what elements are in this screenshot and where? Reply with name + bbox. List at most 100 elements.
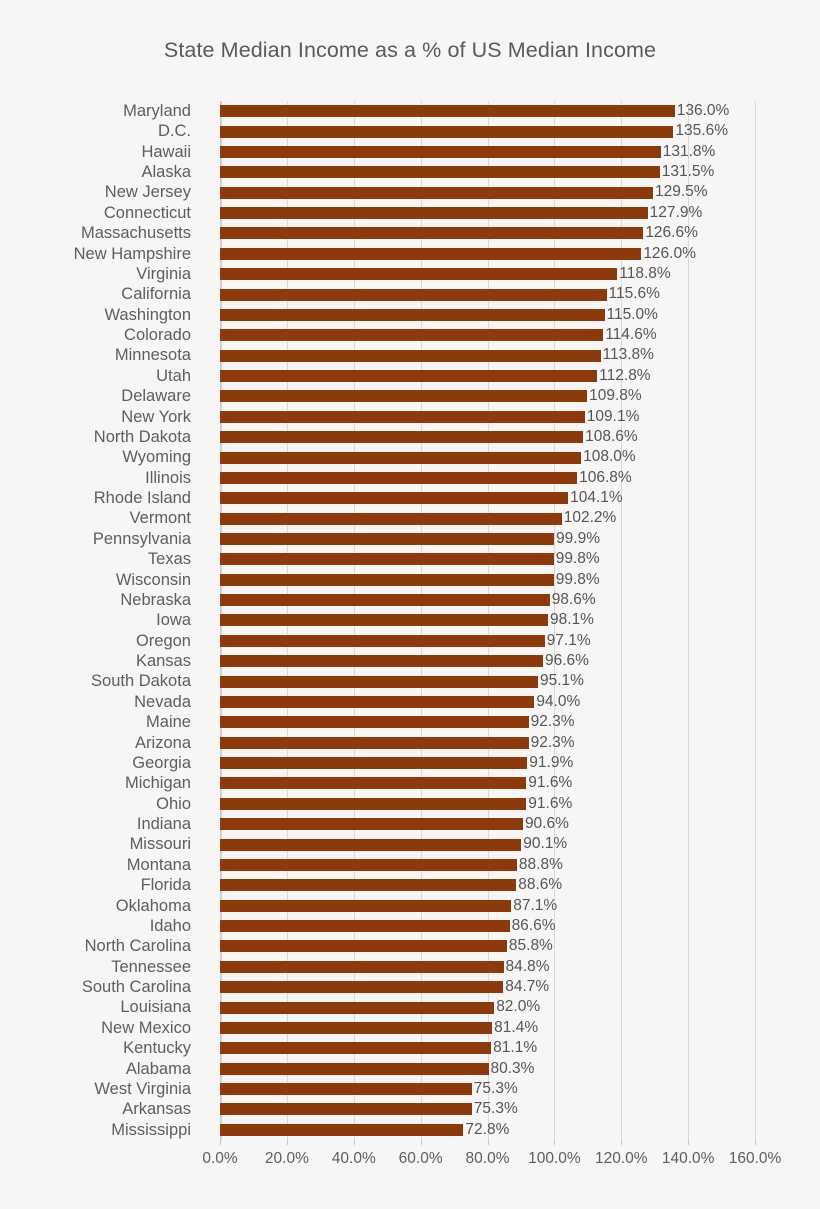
bar-row[interactable]: Kentucky 81.1%: [0, 1038, 820, 1058]
bar[interactable]: [220, 797, 527, 810]
bar[interactable]: [220, 594, 550, 607]
bar-row[interactable]: Missouri 90.1%: [0, 834, 820, 854]
bar-row[interactable]: Hawaii 131.8%: [0, 142, 820, 162]
bar[interactable]: [220, 268, 618, 281]
bar-row[interactable]: Nebraska 98.6%: [0, 590, 820, 610]
bar-row[interactable]: Wisconsin 99.8%: [0, 570, 820, 590]
bar[interactable]: [220, 777, 527, 790]
bar-row[interactable]: Alabama 80.3%: [0, 1059, 820, 1079]
bar[interactable]: [220, 370, 598, 382]
bar[interactable]: [220, 838, 522, 851]
bar-row[interactable]: Wyoming 108.0%: [0, 447, 820, 467]
bar-row[interactable]: Louisiana 82.0%: [0, 997, 820, 1017]
bar-row[interactable]: North Carolina 85.8%: [0, 936, 820, 956]
bar-row[interactable]: Delaware 109.8%: [0, 386, 820, 406]
bar-row[interactable]: South Carolina 84.7%: [0, 977, 820, 997]
bar[interactable]: [220, 1021, 493, 1034]
bar-row[interactable]: New Mexico 81.4%: [0, 1018, 820, 1038]
bar-row[interactable]: Oklahoma 87.1%: [0, 896, 820, 916]
bar-row[interactable]: Oregon 97.1%: [0, 631, 820, 651]
bar-row[interactable]: Maine 92.3%: [0, 712, 820, 732]
bar-row[interactable]: South Dakota 95.1%: [0, 671, 820, 691]
bar[interactable]: [220, 655, 543, 668]
bar[interactable]: [220, 614, 549, 627]
bar[interactable]: [220, 492, 569, 505]
bar[interactable]: [220, 390, 588, 403]
bar[interactable]: [220, 308, 605, 321]
bar[interactable]: [220, 553, 554, 566]
bar[interactable]: [220, 145, 661, 158]
bar-row[interactable]: D.C. 135.6%: [0, 121, 820, 141]
bar-row[interactable]: Georgia 91.9%: [0, 753, 820, 773]
bar[interactable]: [220, 186, 654, 199]
bar-row[interactable]: Rhode Island 104.1%: [0, 488, 820, 508]
bar[interactable]: [220, 899, 512, 912]
bar-row[interactable]: Utah 112.8%: [0, 366, 820, 386]
bar-row[interactable]: New York 109.1%: [0, 407, 820, 427]
bar[interactable]: [220, 940, 507, 953]
bar-row[interactable]: Mississippi 72.8%: [0, 1120, 820, 1140]
bar[interactable]: [220, 349, 601, 362]
bar[interactable]: [220, 675, 538, 688]
bar[interactable]: [220, 960, 504, 973]
bar[interactable]: [220, 532, 555, 545]
bar-row[interactable]: Virginia 118.8%: [0, 264, 820, 284]
bar-row[interactable]: Iowa 98.1%: [0, 610, 820, 630]
bar-row[interactable]: Ohio 91.6%: [0, 794, 820, 814]
bar-row[interactable]: Michigan 91.6%: [0, 773, 820, 793]
bar-row[interactable]: Pennsylvania 99.9%: [0, 529, 820, 549]
bar[interactable]: [220, 879, 517, 892]
bar[interactable]: [220, 920, 510, 933]
bar[interactable]: [220, 1103, 472, 1116]
bar-row[interactable]: West Virginia 75.3%: [0, 1079, 820, 1099]
bar-row[interactable]: Tennessee 84.8%: [0, 957, 820, 977]
bar-row[interactable]: Idaho 86.6%: [0, 916, 820, 936]
bar[interactable]: [220, 1042, 492, 1055]
bar[interactable]: [220, 695, 535, 708]
bar[interactable]: [220, 981, 504, 994]
bar-row[interactable]: Illinois 106.8%: [0, 468, 820, 488]
bar[interactable]: [220, 207, 648, 220]
bar[interactable]: [220, 329, 604, 342]
bar[interactable]: [220, 858, 517, 871]
bar[interactable]: [220, 716, 529, 729]
bar[interactable]: [220, 512, 562, 525]
bar[interactable]: [220, 410, 585, 423]
bar-row[interactable]: Vermont 102.2%: [0, 508, 820, 528]
bar[interactable]: [220, 451, 582, 464]
bar[interactable]: [220, 1123, 464, 1136]
bar-row[interactable]: Indiana 90.6%: [0, 814, 820, 834]
bar-row[interactable]: Texas 99.8%: [0, 549, 820, 569]
bar-row[interactable]: Arizona 92.3%: [0, 733, 820, 753]
bar[interactable]: [220, 125, 674, 138]
bar[interactable]: [220, 818, 523, 831]
bar-row[interactable]: Colorado 114.6%: [0, 325, 820, 345]
bar[interactable]: [220, 757, 528, 770]
bar-row[interactable]: New Jersey 129.5%: [0, 182, 820, 202]
bar[interactable]: [220, 288, 607, 301]
bar-row[interactable]: Florida 88.6%: [0, 875, 820, 895]
bar[interactable]: [220, 471, 578, 484]
bar[interactable]: [220, 227, 644, 240]
bar-row[interactable]: Arkansas 75.3%: [0, 1099, 820, 1119]
bar[interactable]: [220, 573, 554, 586]
bar[interactable]: [220, 634, 545, 647]
bar-row[interactable]: Kansas 96.6%: [0, 651, 820, 671]
bar-row[interactable]: Connecticut 127.9%: [0, 203, 820, 223]
bar-row[interactable]: Minnesota 113.8%: [0, 345, 820, 365]
bar[interactable]: [220, 247, 642, 260]
bar-row[interactable]: North Dakota 108.6%: [0, 427, 820, 447]
bar[interactable]: [220, 736, 529, 749]
bar[interactable]: [220, 431, 584, 444]
bar-row[interactable]: New Hampshire 126.0%: [0, 244, 820, 264]
bar-row[interactable]: Alaska 131.5%: [0, 162, 820, 182]
bar[interactable]: [220, 1083, 472, 1096]
bar[interactable]: [220, 105, 675, 118]
bar[interactable]: [220, 1062, 489, 1075]
bar-row[interactable]: Washington 115.0%: [0, 305, 820, 325]
bar-row[interactable]: Massachusetts 126.6%: [0, 223, 820, 243]
bar-row[interactable]: Montana 88.8%: [0, 855, 820, 875]
bar-row[interactable]: California 115.6%: [0, 284, 820, 304]
bar[interactable]: [220, 166, 660, 179]
bar-row[interactable]: Nevada 94.0%: [0, 692, 820, 712]
